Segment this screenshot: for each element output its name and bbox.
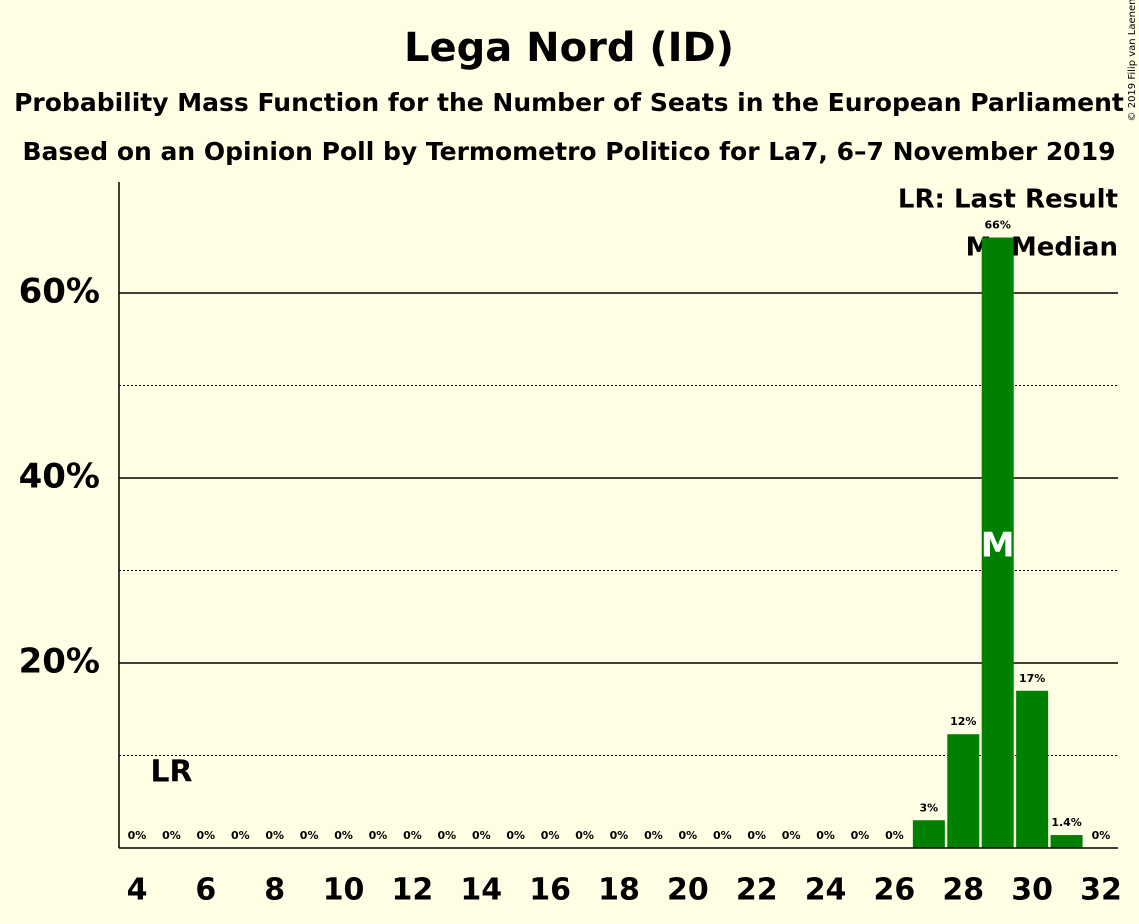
value-label: 0% — [541, 829, 560, 842]
value-label: 0% — [610, 829, 629, 842]
chart-subtitle: Probability Mass Function for the Number… — [14, 88, 1124, 117]
x-tick-label: 26 — [874, 873, 916, 908]
value-label: 0% — [300, 829, 319, 842]
value-label: 0% — [334, 829, 353, 842]
value-label: 1.4% — [1051, 816, 1082, 829]
value-label: 0% — [816, 829, 835, 842]
bar — [1016, 690, 1049, 848]
bar — [1050, 835, 1083, 848]
median-marker: M — [981, 526, 1015, 566]
value-label: 0% — [782, 829, 801, 842]
value-label: 0% — [575, 829, 594, 842]
x-tick-label: 20 — [667, 873, 709, 908]
x-tick-label: 8 — [264, 873, 285, 908]
x-tick-label: 18 — [598, 873, 640, 908]
x-tick-label: 32 — [1080, 873, 1122, 908]
value-label: 0% — [197, 829, 216, 842]
value-label: 0% — [747, 829, 766, 842]
x-tick-label: 6 — [195, 873, 216, 908]
copyright: © 2019 Filip van Laenen — [1127, 0, 1138, 121]
value-label: 17% — [1019, 672, 1045, 685]
value-label: 0% — [679, 829, 698, 842]
y-tick-label: 40% — [19, 457, 100, 497]
value-label: 66% — [985, 219, 1011, 232]
x-tick-label: 12 — [392, 873, 434, 908]
value-label: 0% — [369, 829, 388, 842]
value-label: 0% — [1092, 829, 1111, 842]
chart-title: Lega Nord (ID) — [404, 25, 734, 71]
x-tick-label: 28 — [942, 873, 984, 908]
value-label: 0% — [265, 829, 284, 842]
bar — [981, 237, 1014, 848]
y-tick-label: 20% — [19, 642, 100, 682]
last-result-marker: LR — [150, 755, 192, 790]
value-label: 0% — [231, 829, 250, 842]
value-label: 0% — [438, 829, 457, 842]
x-tick-label: 24 — [805, 873, 847, 908]
value-label: 0% — [472, 829, 491, 842]
x-tick-label: 10 — [323, 873, 365, 908]
value-label: 12% — [950, 715, 976, 728]
x-tick-label: 14 — [460, 873, 502, 908]
chart-subtitle: Based on an Opinion Poll by Termometro P… — [22, 137, 1115, 166]
value-label: 3% — [920, 801, 939, 814]
value-label: 0% — [162, 829, 181, 842]
x-tick-label: 22 — [736, 873, 778, 908]
bar — [912, 820, 945, 848]
bar — [947, 734, 980, 848]
x-tick-label: 16 — [529, 873, 571, 908]
x-tick-label: 30 — [1011, 873, 1053, 908]
legend-entry: LR: Last Result — [898, 185, 1118, 215]
value-label: 0% — [644, 829, 663, 842]
value-label: 0% — [506, 829, 525, 842]
x-tick-label: 4 — [127, 873, 148, 908]
value-label: 0% — [403, 829, 422, 842]
value-label: 0% — [885, 829, 904, 842]
value-label: 0% — [128, 829, 147, 842]
y-tick-label: 60% — [19, 272, 100, 312]
value-label: 0% — [713, 829, 732, 842]
value-label: 0% — [851, 829, 870, 842]
